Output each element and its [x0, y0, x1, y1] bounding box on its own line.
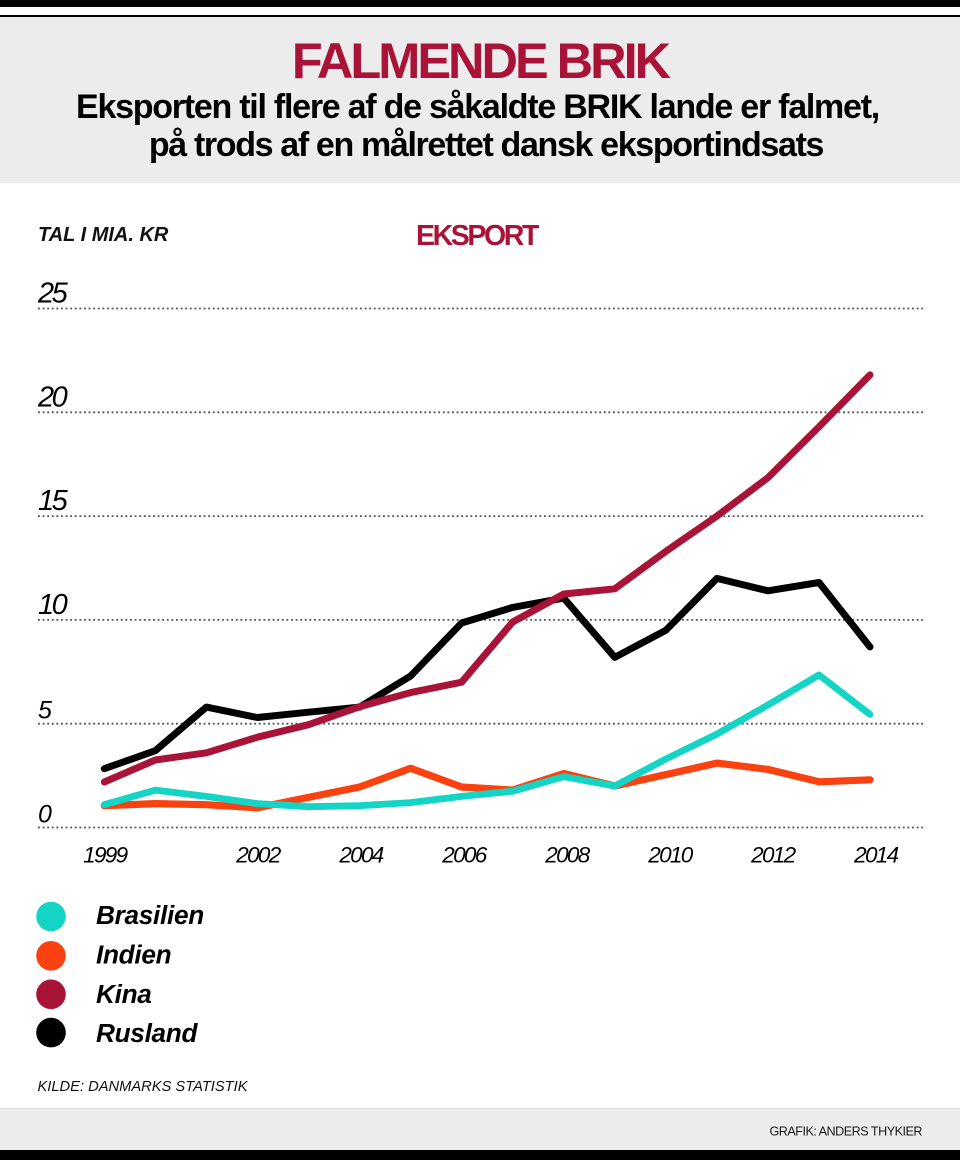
svg-text:Eksporten til flere af de såka: Eksporten til flere af de såkaldte BRIK …	[76, 88, 879, 126]
svg-text:TAL I MIA. KR: TAL I MIA. KR	[38, 224, 169, 246]
svg-text:2004: 2004	[338, 843, 383, 868]
svg-text:FALMENDE BRIK: FALMENDE BRIK	[292, 32, 671, 89]
svg-text:2010: 2010	[647, 843, 693, 868]
svg-text:Kina: Kina	[96, 979, 152, 1009]
svg-text:2006: 2006	[441, 843, 487, 868]
svg-text:2012: 2012	[750, 843, 796, 868]
svg-text:Rusland: Rusland	[96, 1018, 199, 1048]
svg-text:1999: 1999	[83, 843, 128, 868]
svg-text:Brasilien: Brasilien	[96, 900, 204, 930]
svg-text:2008: 2008	[544, 843, 590, 868]
svg-text:GRAFIK: ANDERS THYKIER: GRAFIK: ANDERS THYKIER	[769, 1125, 922, 1139]
svg-text:15: 15	[38, 485, 69, 517]
svg-text:25: 25	[37, 278, 69, 310]
svg-text:20: 20	[37, 381, 68, 413]
svg-text:på trods af en målrettet dansk: på trods af en målrettet dansk eksportin…	[149, 126, 824, 164]
svg-text:10: 10	[38, 589, 68, 621]
svg-text:0: 0	[38, 800, 52, 828]
svg-text:Indien: Indien	[96, 939, 171, 969]
svg-text:EKSPORT: EKSPORT	[416, 220, 540, 252]
svg-text:5: 5	[38, 696, 52, 724]
svg-text:KILDE: DANMARKS STATISTIK: KILDE: DANMARKS STATISTIK	[38, 1079, 249, 1095]
svg-text:2014: 2014	[853, 843, 898, 868]
svg-text:2002: 2002	[235, 843, 281, 868]
